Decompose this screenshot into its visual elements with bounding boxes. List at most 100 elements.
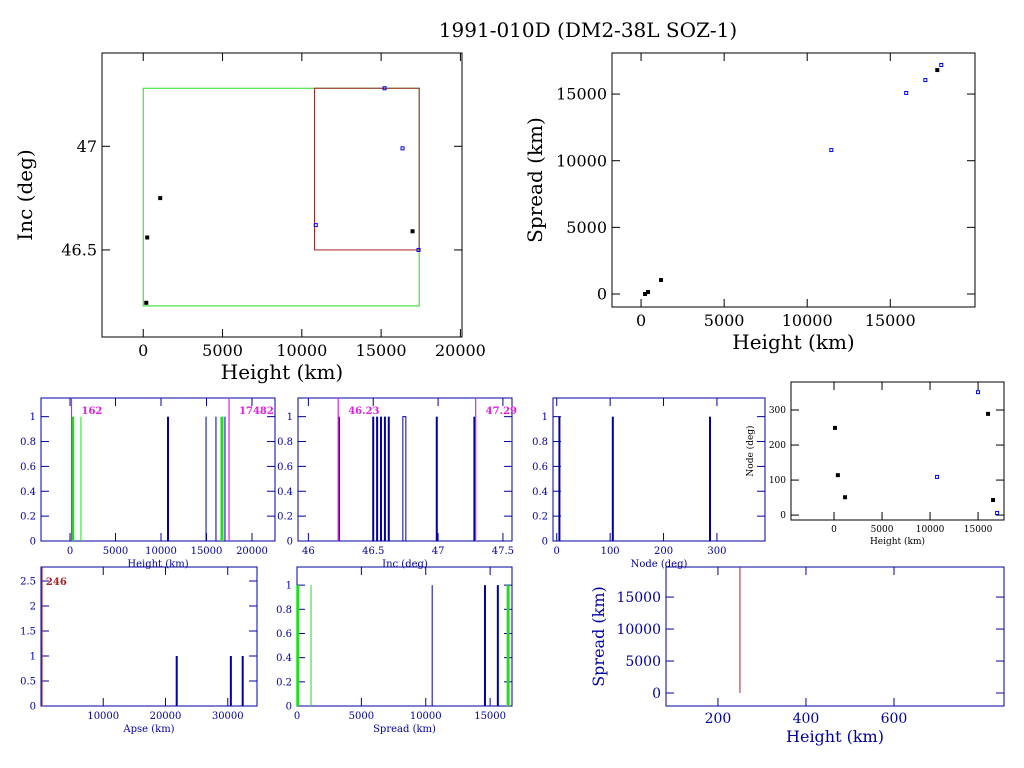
x-tick-label: 47 (432, 546, 445, 557)
y-tick-label: 1 (30, 412, 36, 423)
x-tick-label: 30000 (212, 711, 244, 722)
histogram-bar (224, 416, 226, 541)
histogram-bar (372, 416, 375, 541)
data-point (382, 86, 387, 91)
y-tick-label: 0.4 (532, 487, 548, 498)
spread-vs-height-panel: 0 5000 10000 15000 0 5000 10000 15000 Height (km… (523, 52, 976, 354)
y-tick-label: 0.4 (20, 487, 36, 498)
data-point (145, 235, 150, 240)
x-tick-label: 100 (601, 546, 620, 557)
data-point (986, 411, 991, 416)
x-tick-label: 47.5 (492, 546, 514, 557)
x-tick-label: 0 (67, 546, 73, 557)
y-tick-label: 0 (287, 537, 293, 548)
x-tick-label: 0 (138, 341, 148, 360)
data-point (416, 247, 421, 252)
inc-vs-height-panel: 0 5000 10000 15000 20000 46.5 47 Height (km) Inc… (13, 52, 486, 384)
x-tick-label: 46.5 (362, 546, 384, 557)
spread-vs-height-frame (611, 52, 976, 308)
node-histogram-panel: 0 100 200 300 0 0.2 0.4 0.6 0.8 1 Node (deg) (532, 397, 766, 570)
y-tick-label: 1.5 (20, 627, 36, 638)
inc-histogram-frame (297, 397, 513, 542)
y-tick-label: 0 (286, 702, 292, 713)
y-tick-label: 0.6 (276, 629, 292, 640)
apse-histogram-panel: 10000 20000 30000 0 0.5 1 1.5 2 2.5 Apse (km) 246 (20, 566, 258, 735)
y-tick-label: 0.4 (277, 487, 293, 498)
y-tick-label: 0.2 (20, 512, 36, 523)
data-point (843, 495, 848, 500)
x-axis-label: Inc (deg) (382, 559, 428, 570)
histogram-bar (483, 585, 486, 706)
x-tick-label: 20000 (150, 711, 182, 722)
marker-label: 47.29 (486, 406, 517, 417)
x-tick-label: 200 (705, 711, 732, 727)
histogram-bar (241, 656, 244, 706)
y-tick-label: 100 (769, 476, 786, 486)
histogram-bar (473, 416, 476, 541)
x-tick-label: 300 (707, 546, 726, 557)
histogram-bar (708, 416, 711, 541)
y-tick-label: 1 (30, 652, 36, 663)
histogram-bar (496, 585, 499, 706)
histogram-bar (167, 416, 170, 541)
x-tick-label: 15000 (865, 311, 916, 330)
y-tick-label: 0.4 (276, 653, 292, 664)
marker-label: 246 (46, 577, 67, 588)
histogram-bar (215, 416, 217, 541)
inc-vs-height-frame (101, 52, 463, 338)
histogram-bar (296, 585, 300, 706)
x-axis-label: Spread (km) (373, 724, 436, 735)
data-point (991, 498, 996, 503)
histogram-bar (80, 416, 82, 541)
x-tick-label: 10000 (410, 711, 442, 722)
data-point (400, 146, 405, 151)
y-tick-label: 0 (30, 537, 36, 548)
histogram-bar (435, 416, 438, 541)
marker-label: 162 (81, 406, 102, 417)
histogram-bar (229, 656, 232, 706)
x-tick-label: 5000 (871, 525, 894, 535)
height-histogram-frame (40, 397, 276, 542)
y-tick-label: 0 (780, 511, 786, 521)
y-tick-label: 0.2 (532, 512, 548, 523)
histogram-bar (175, 656, 178, 706)
spread-vs-height-zoom-panel: 200 400 600 0 5000 10000 15000 Height (km) Sprea… (589, 566, 1005, 746)
x-tick-label: 5000 (349, 711, 374, 722)
y-axis-label: Spread (km) (523, 117, 547, 243)
data-point (158, 196, 163, 201)
y-axis-label: Node (deg) (745, 425, 756, 476)
y-tick-label: 0.5 (20, 677, 36, 688)
inc-histogram-panel: 46 46.5 47 47.5 0 0.2 0.4 0.6 0.8 1 Inc (deg) 46.23… (277, 397, 517, 570)
x-tick-label: 5000 (202, 341, 243, 360)
histogram-bar (611, 416, 614, 541)
node-vs-height-panel: 0 5000 10000 15000 0 100 200 300 Height (km) Node… (745, 381, 1005, 547)
data-point (923, 78, 928, 83)
x-axis-label: Height (km) (221, 360, 343, 384)
y-tick-label: 0.6 (20, 462, 36, 473)
data-point (935, 68, 940, 73)
spread-vs-height-zoom-frame (665, 566, 1005, 707)
x-tick-label: 15000 (191, 546, 223, 557)
data-point (904, 90, 909, 95)
data-point (935, 474, 940, 479)
x-tick-label: 15000 (964, 525, 993, 535)
histogram-bar (506, 585, 510, 706)
data-point (995, 510, 1000, 515)
data-point (646, 290, 651, 295)
y-tick-label: 1 (286, 581, 292, 592)
x-tick-label: 0 (554, 546, 560, 557)
x-axis-label: Height (km) (870, 536, 925, 547)
node-histogram-frame (552, 397, 766, 542)
y-tick-label: 47 (77, 137, 97, 156)
y-tick-label: 0.8 (277, 437, 293, 448)
page-title: 1991-010D (DM2-38L SOZ-1) (439, 18, 737, 42)
x-tick-label: 5000 (704, 311, 745, 330)
y-tick-label: 15000 (556, 85, 607, 104)
data-point (410, 229, 415, 234)
y-tick-label: 0.2 (277, 512, 293, 523)
y-tick-label: 300 (769, 406, 786, 416)
histogram-bar (71, 416, 75, 541)
x-tick-label: 15000 (356, 341, 407, 360)
